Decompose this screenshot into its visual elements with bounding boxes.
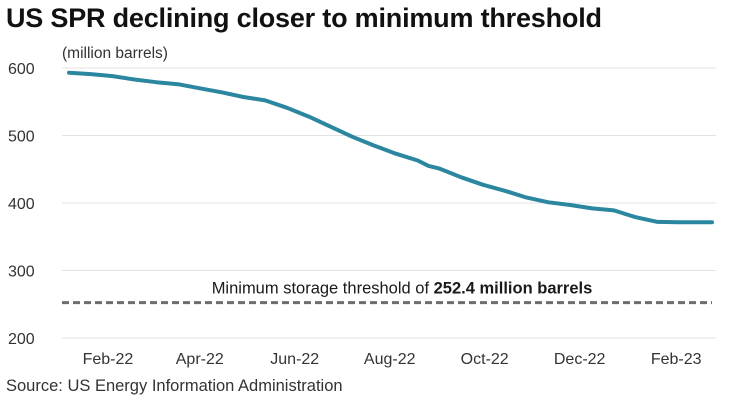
spr-series-line [67, 70, 714, 225]
y-tick-label-300: 300 [8, 264, 35, 281]
threshold-label-value: 252.4 million barrels [434, 280, 593, 298]
x-tick-label-jun-22: Jun-22 [270, 351, 319, 368]
x-tick-label-feb-23: Feb-23 [651, 351, 702, 368]
y-tick-label-400: 400 [8, 196, 35, 213]
y-axis-ticks: 200 300 400 500 600 [8, 61, 35, 348]
chart-title: US SPR declining closer to minimum thres… [6, 3, 602, 33]
x-axis-ticks: Feb-22 Apr-22 Jun-22 Aug-22 Oct-22 Dec-22 Feb-… [83, 351, 702, 368]
source-note: Source: US Energy Information Administra… [6, 377, 343, 395]
y-tick-label-500: 500 [8, 129, 35, 146]
x-tick-label-dec-22: Dec-22 [554, 351, 606, 368]
y-axis-unit-label: (million barrels) [62, 45, 168, 62]
threshold-label-prefix: Minimum storage threshold of [212, 280, 434, 298]
y-tick-label-600: 600 [8, 61, 35, 78]
threshold-label: Minimum storage threshold of 252.4 milli… [212, 280, 593, 298]
gridlines [62, 67, 716, 339]
x-tick-label-oct-22: Oct-22 [461, 351, 509, 368]
y-tick-label-200: 200 [8, 331, 35, 348]
x-tick-label-aug-22: Aug-22 [364, 351, 416, 368]
x-tick-label-feb-22: Feb-22 [83, 351, 134, 368]
x-tick-label-apr-22: Apr-22 [176, 351, 224, 368]
